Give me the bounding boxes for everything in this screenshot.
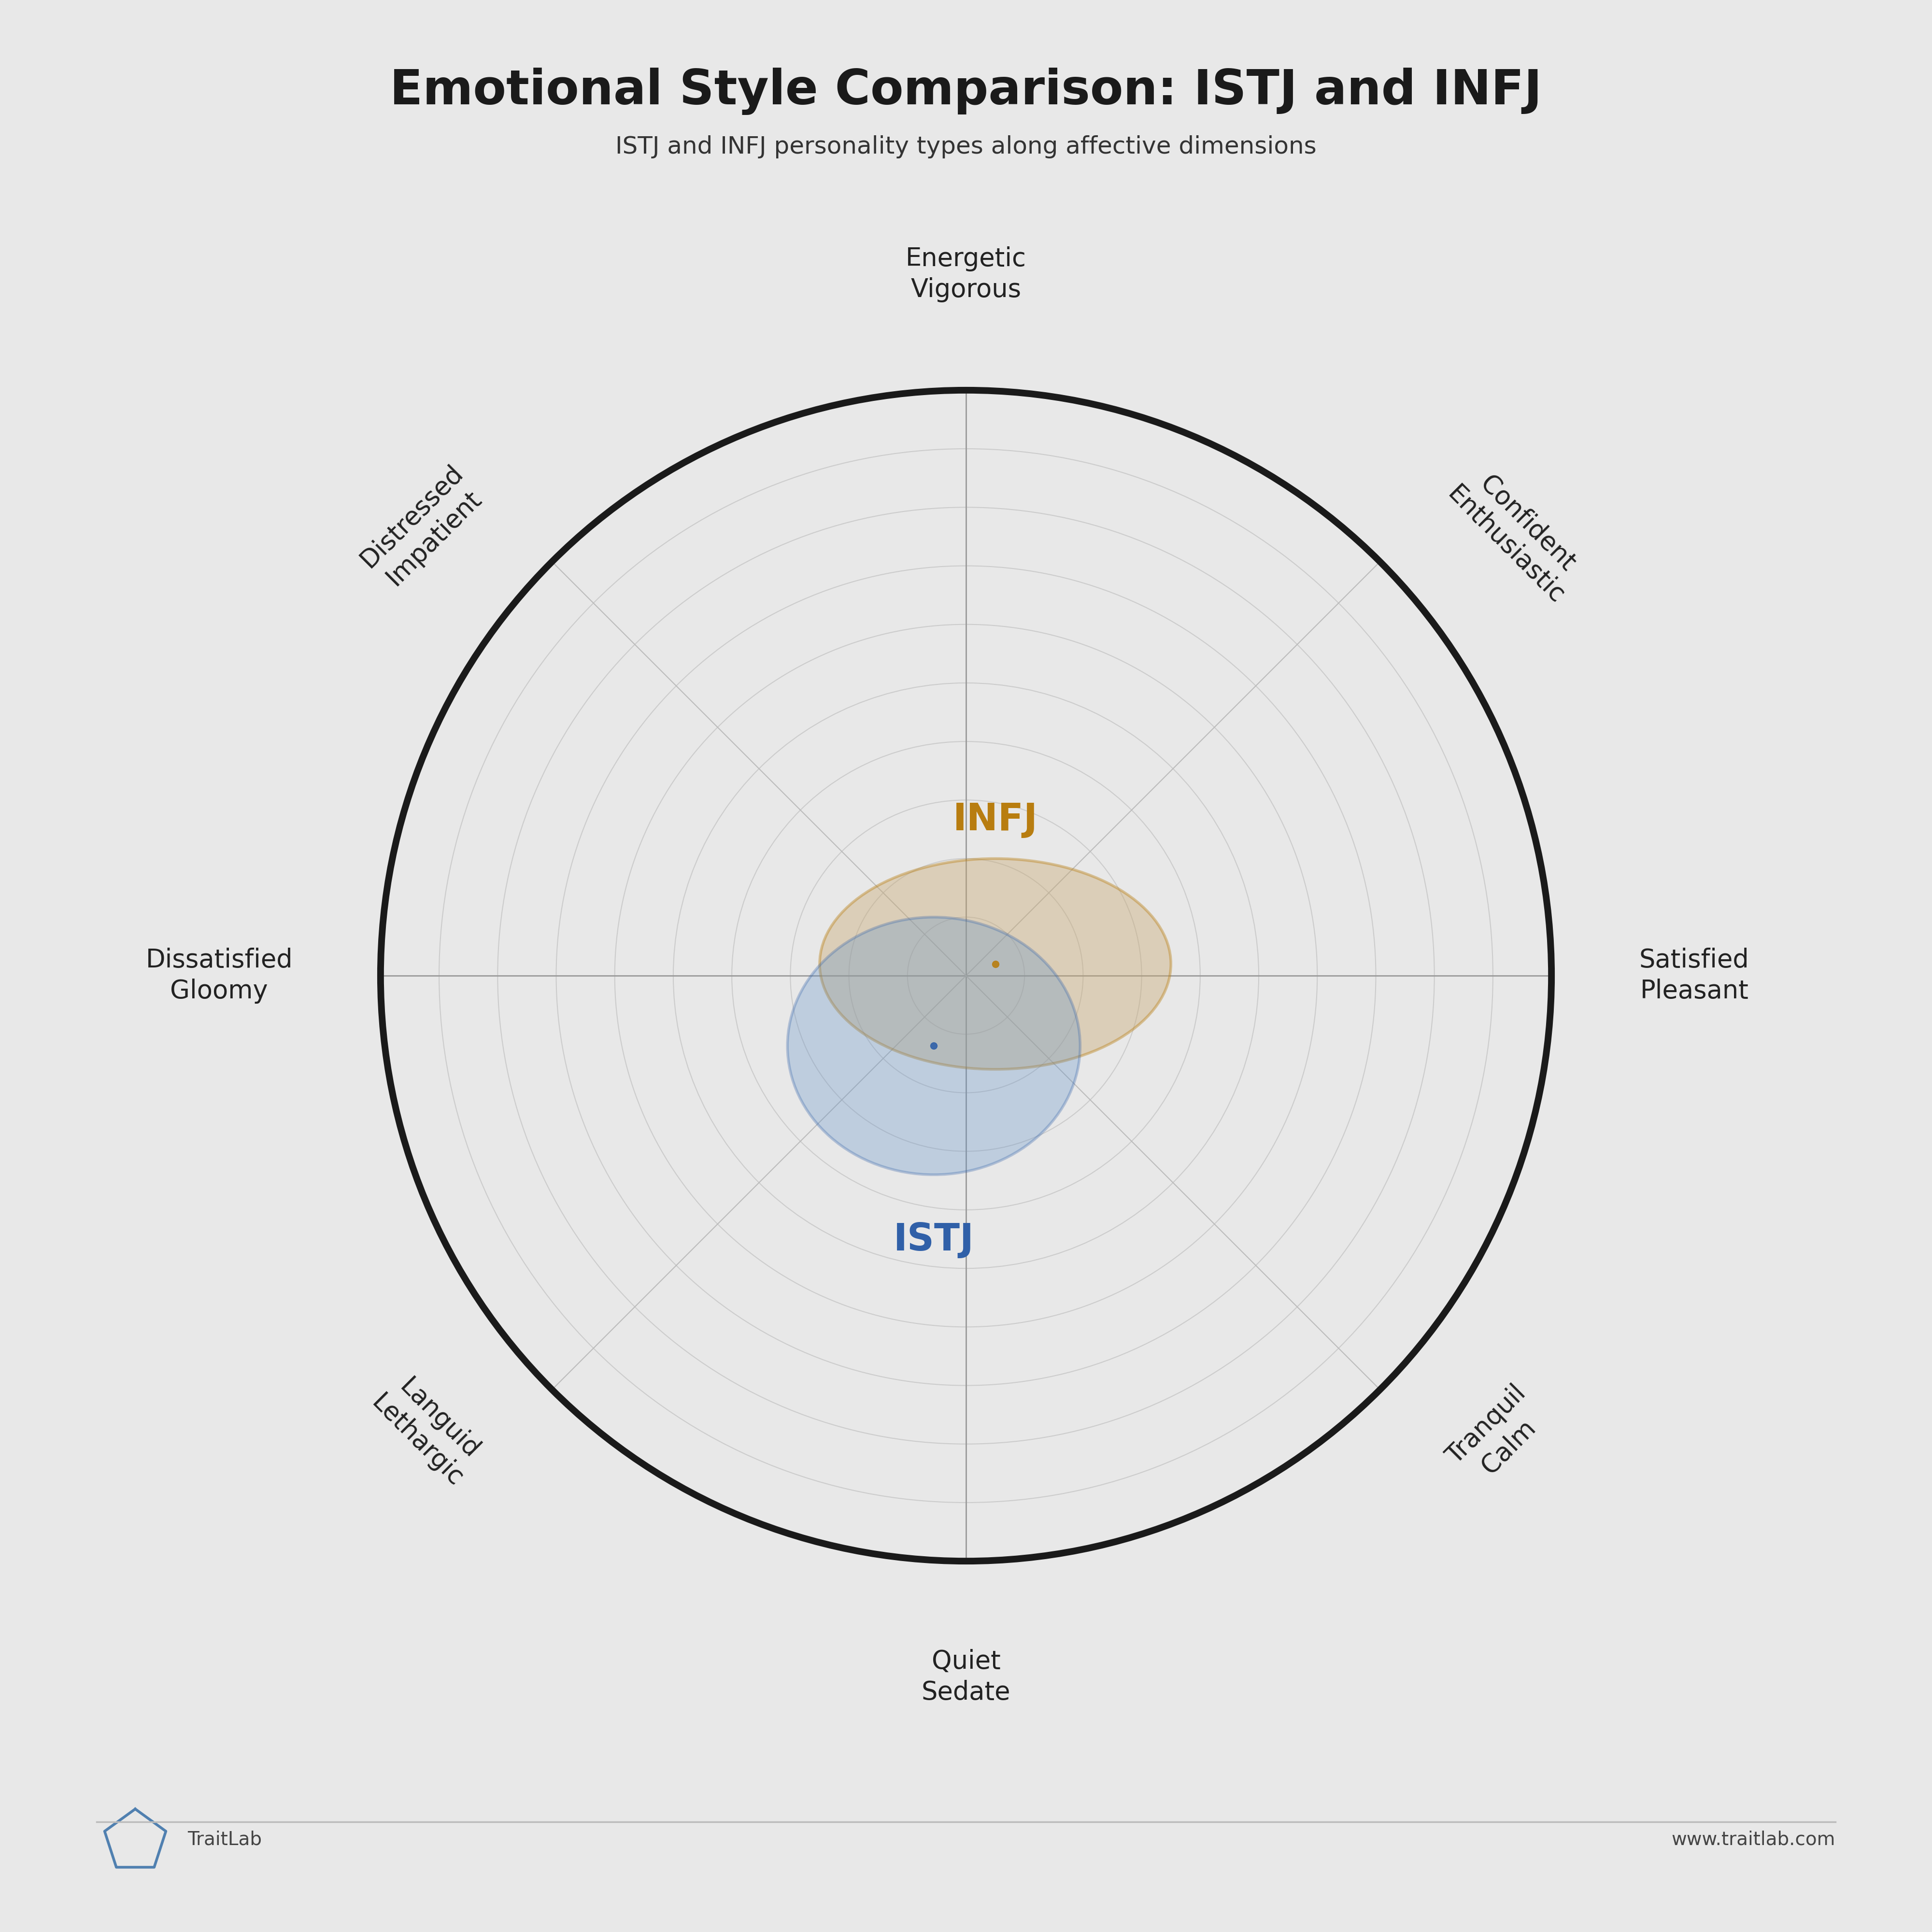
Text: Tranquil
Calm: Tranquil Calm [1441, 1381, 1553, 1492]
Text: TraitLab: TraitLab [187, 1830, 263, 1849]
Text: INFJ: INFJ [952, 802, 1037, 838]
Text: Emotional Style Comparison: ISTJ and INFJ: Emotional Style Comparison: ISTJ and INF… [390, 68, 1542, 116]
Ellipse shape [788, 918, 1080, 1175]
Text: Satisfied
Pleasant: Satisfied Pleasant [1638, 947, 1748, 1005]
Text: Energetic
Vigorous: Energetic Vigorous [906, 245, 1026, 303]
Text: Quiet
Sedate: Quiet Sedate [922, 1648, 1010, 1706]
Text: Confident
Enthusiastic: Confident Enthusiastic [1441, 460, 1592, 609]
Ellipse shape [819, 858, 1171, 1068]
Text: Distressed
Impatient: Distressed Impatient [355, 460, 491, 595]
Text: ISTJ: ISTJ [893, 1221, 974, 1258]
Text: Dissatisfied
Gloomy: Dissatisfied Gloomy [145, 947, 294, 1005]
Text: ISTJ and INFJ personality types along affective dimensions: ISTJ and INFJ personality types along af… [616, 135, 1316, 158]
Text: www.traitlab.com: www.traitlab.com [1671, 1830, 1835, 1849]
Text: Languid
Lethargic: Languid Lethargic [367, 1368, 491, 1492]
